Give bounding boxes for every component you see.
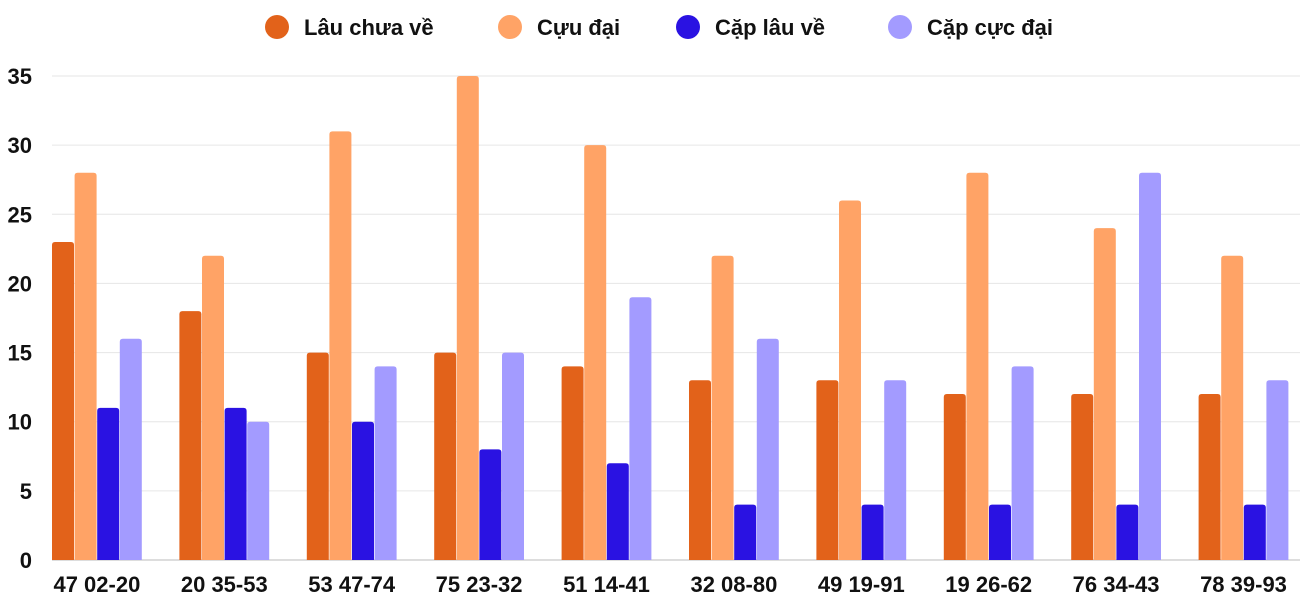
bar (1011, 366, 1034, 560)
bar (943, 394, 966, 560)
bar (734, 504, 757, 560)
x-tick-label: 49 19-91 (818, 572, 905, 597)
y-tick-label: 20 (8, 271, 32, 296)
bar (584, 145, 607, 560)
bar (1093, 228, 1116, 560)
bar (839, 200, 861, 560)
x-tick-label: 32 08-80 (690, 572, 777, 597)
y-axis: 0 5 10 15 20 25 30 35 (8, 64, 32, 573)
bar (689, 380, 711, 560)
x-tick-label: 75 23-32 (436, 572, 523, 597)
bars (52, 76, 1289, 561)
bar (629, 297, 652, 560)
bar (202, 255, 224, 560)
x-tick-label: 76 34-43 (1073, 572, 1160, 597)
y-tick-label: 5 (20, 479, 32, 504)
bar (374, 366, 397, 560)
bar (816, 380, 839, 560)
bar (884, 380, 907, 560)
y-tick-label: 10 (8, 410, 32, 435)
bar (306, 352, 329, 560)
x-axis: 47 02-20 20 35-53 53 47-74 75 23-32 51 14-41… (53, 572, 1286, 597)
legend-swatch (676, 15, 700, 39)
bar (1243, 504, 1266, 560)
bar (434, 352, 457, 560)
bar (97, 407, 120, 560)
bar (989, 504, 1011, 560)
y-tick-label: 25 (8, 202, 32, 227)
bar (711, 255, 734, 560)
y-tick-label: 0 (20, 548, 32, 573)
bar (1221, 255, 1244, 560)
bar (74, 172, 97, 561)
bar (119, 338, 142, 560)
y-tick-label: 15 (8, 341, 32, 366)
legend-label: Cặp cực đại (927, 15, 1053, 40)
bar (1198, 394, 1221, 560)
bar (179, 311, 202, 560)
bar (1116, 504, 1139, 560)
bar (606, 463, 629, 560)
x-tick-label: 19 26-62 (945, 572, 1032, 597)
bar (966, 172, 989, 561)
bar (52, 241, 74, 560)
x-tick-label: 53 47-74 (308, 572, 396, 597)
x-tick-label: 20 35-53 (181, 572, 268, 597)
bar (1266, 380, 1289, 560)
bar (756, 338, 779, 560)
bar (1071, 394, 1094, 560)
legend-swatch (498, 15, 522, 39)
legend-swatch (265, 15, 289, 39)
bar (1139, 172, 1161, 561)
y-tick-label: 30 (8, 133, 32, 158)
bar (329, 131, 352, 561)
legend-label: Lâu chưa về (304, 15, 434, 40)
bar (456, 76, 479, 560)
x-tick-label: 78 39-93 (1200, 572, 1287, 597)
legend-swatch (888, 15, 912, 39)
bar (479, 449, 502, 560)
x-tick-label: 51 14-41 (563, 572, 650, 597)
x-tick-label: 47 02-20 (53, 572, 140, 597)
bar (502, 352, 524, 560)
bar (224, 407, 247, 560)
bar (861, 504, 884, 560)
legend: Lâu chưa về Cựu đại Cặp lâu về Cặp cực đại (265, 15, 1053, 40)
bar (561, 366, 584, 560)
legend-label: Cặp lâu về (715, 15, 825, 40)
legend-label: Cựu đại (537, 15, 620, 40)
bar (247, 421, 270, 560)
y-tick-label: 35 (8, 64, 32, 89)
bar (352, 421, 374, 560)
